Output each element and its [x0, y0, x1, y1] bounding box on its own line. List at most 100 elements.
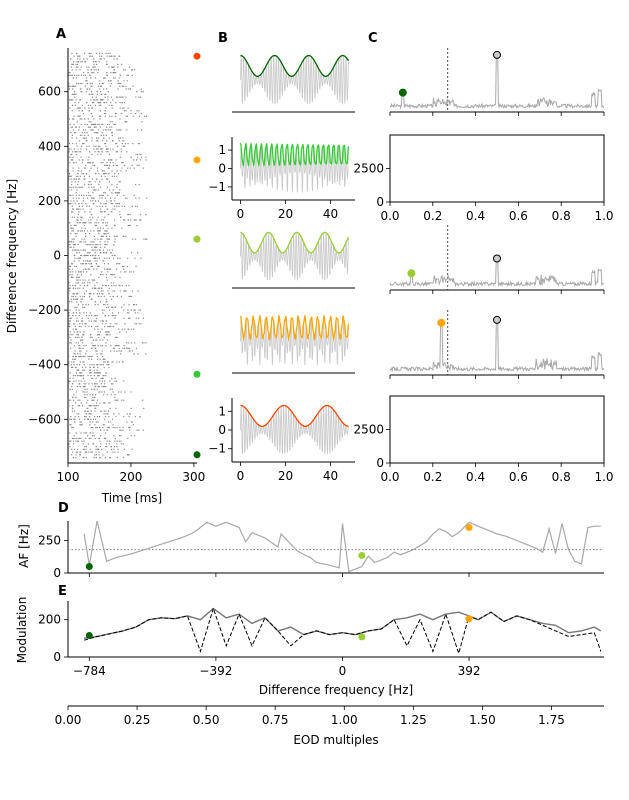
raster-spike: [97, 148, 99, 150]
raster-spike: [106, 271, 109, 273]
raster-spike: [102, 227, 104, 229]
raster-spike: [104, 383, 106, 385]
raster-spike: [88, 107, 90, 109]
raster-spike: [139, 153, 141, 156]
raster-spike: [130, 110, 132, 112]
raster-spike: [108, 137, 110, 139]
raster-spike: [143, 342, 145, 344]
raster-spike: [109, 85, 112, 87]
raster-spike: [100, 55, 103, 57]
raster-spike: [96, 383, 98, 385]
raster-spike: [78, 364, 81, 366]
raster-spike: [71, 104, 74, 106]
raster-spike: [78, 314, 80, 317]
raster-spike: [105, 230, 107, 232]
raster-spike: [68, 175, 70, 177]
raster-spike: [120, 151, 123, 153]
raster-spike: [90, 263, 92, 265]
raster-spike: [69, 162, 71, 164]
raster-spike: [93, 399, 95, 401]
raster-spike: [74, 186, 76, 188]
raster-spike: [81, 298, 84, 300]
raster-spike: [101, 197, 103, 199]
raster-spike: [115, 314, 117, 317]
raster-spike: [92, 164, 94, 167]
raster-spike: [140, 153, 142, 156]
raster-spike: [94, 224, 97, 227]
raster-spike: [120, 82, 122, 85]
raster-spike: [85, 432, 88, 434]
raster-spike: [86, 391, 88, 393]
raster-spike: [68, 203, 70, 205]
raster-spike: [90, 241, 92, 243]
raster-spike: [92, 394, 94, 396]
raster-spike: [68, 271, 70, 273]
raster-spike: [112, 361, 114, 363]
raster-spike: [90, 320, 92, 322]
raster-spike: [97, 227, 99, 229]
raster-spike: [145, 238, 147, 240]
raster-spike: [97, 230, 99, 232]
raster-spike: [104, 93, 106, 96]
raster-spike: [90, 219, 92, 221]
raster-spike: [101, 123, 103, 126]
raster-spike: [91, 55, 93, 57]
raster-spike: [98, 336, 100, 339]
raster-spike: [88, 451, 90, 453]
raster-spike: [112, 391, 114, 393]
raster-spike: [82, 271, 85, 273]
raster-spike: [99, 402, 101, 404]
raster-spike: [102, 235, 104, 237]
raster-spike: [75, 162, 77, 164]
raster-spike: [106, 63, 108, 65]
raster-spike: [87, 159, 89, 161]
raster-spike: [137, 290, 139, 292]
raster-spike: [76, 306, 78, 308]
raster-spike: [119, 290, 121, 292]
raster-spike: [119, 213, 121, 216]
raster-spike: [91, 93, 94, 96]
raster-spike: [70, 233, 72, 235]
raster-spike: [85, 260, 87, 262]
raster-spike: [102, 252, 105, 254]
raster-spike: [97, 189, 99, 191]
raster-spike: [114, 306, 117, 308]
panel-d-ylabel: AF [Hz]: [17, 524, 31, 568]
raster-spike: [81, 205, 84, 207]
raster-spike: [93, 197, 95, 199]
raster-spike: [120, 443, 122, 445]
raster-spike: [95, 377, 97, 379]
raster-spike: [109, 235, 111, 237]
raster-spike: [135, 183, 137, 186]
raster-spike: [97, 364, 99, 366]
raster-spike: [120, 96, 122, 98]
raster-spike: [136, 91, 138, 93]
raster-spike: [75, 314, 77, 317]
raster-spike: [131, 350, 134, 352]
raster-spike: [116, 440, 118, 442]
raster-spike: [86, 205, 88, 207]
raster-spike: [78, 249, 80, 251]
raster-spike: [107, 208, 109, 210]
raster-spike: [109, 126, 111, 128]
raster-spike: [79, 375, 81, 377]
raster-spike: [96, 350, 98, 352]
raster-spike: [117, 63, 119, 65]
raster-spike: [98, 451, 100, 453]
raster-spike: [69, 85, 71, 87]
raster-spike: [100, 429, 102, 431]
raster-spike: [76, 298, 79, 300]
raster-spike: [106, 230, 108, 232]
raster-spike: [90, 274, 92, 276]
raster-spike: [77, 172, 79, 175]
raster-spike: [79, 88, 82, 90]
raster-spike: [100, 246, 102, 248]
raster-spike: [84, 355, 86, 358]
raster-spike: [103, 112, 106, 115]
raster-spike: [92, 192, 94, 194]
raster-spike: [95, 96, 97, 98]
raster-spike: [111, 418, 114, 420]
raster-spike: [98, 437, 100, 440]
panel-c-xtick-label: 0.2: [423, 209, 442, 223]
raster-spike: [73, 435, 75, 437]
